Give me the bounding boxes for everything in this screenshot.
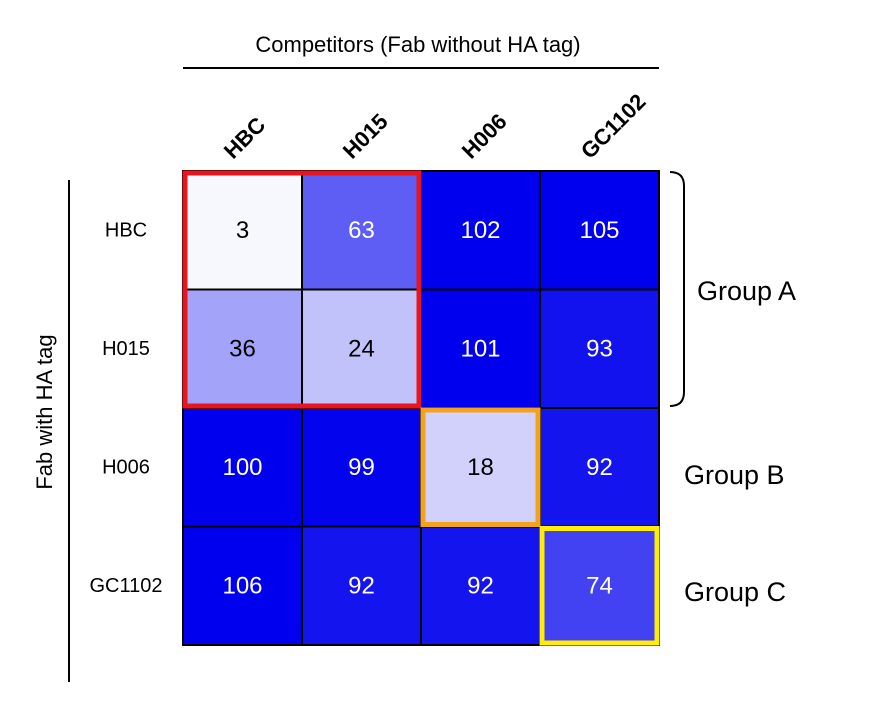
cell-value-label: 100 [222,454,262,481]
heatmap-cell [301,525,422,646]
column-label: GC1102 [576,89,651,164]
heatmap-cell [182,407,303,528]
cell-value-label: 92 [467,572,494,599]
heatmap-cell [420,407,541,528]
cell-value-label: 92 [586,454,613,481]
heatmap-cell [182,525,303,646]
group-box [420,407,541,527]
heatmap-cells: 3 63 102 105 36 24 101 93 100 99 18 92 106 92 92 74 [182,170,660,646]
chart-title: Competitors (Fab without HA tag) [255,32,580,57]
row-label: H015 [102,338,150,360]
group-box [539,526,660,646]
heatmap-cell [420,288,541,409]
group-a-label: Group A [697,276,796,306]
group-c-label: Group C [684,577,786,607]
column-label: HBC [219,112,270,163]
group-box [182,170,422,409]
cell-value-label: 3 [236,217,249,244]
cell-value-label: 102 [460,217,500,244]
heatmap-cell [539,170,660,291]
row-label: H006 [102,456,150,478]
cell-value-label: 101 [460,335,500,362]
heatmap-cell [301,170,422,291]
cell-value-label: 63 [348,217,375,244]
cell-value-label: 24 [348,335,375,362]
y-axis-title: Fab with HA tag [32,334,57,489]
cell-value-label: 93 [586,335,613,362]
heatmap-cell [420,170,541,291]
heatmap-cell [539,525,660,646]
cell-value-label: 18 [467,454,494,481]
row-label: GC1102 [89,575,162,597]
cell-value-label: 92 [348,572,375,599]
row-labels: HBC H015 H006 GC1102 [89,219,162,597]
cell-value-label: 106 [222,572,262,599]
heatmap-cell [420,525,541,646]
cell-value-label: 105 [579,217,619,244]
column-label: H015 [338,109,393,164]
cell-value-label: 36 [229,335,256,362]
group-a-bracket [669,171,685,407]
group-b-label: Group B [684,460,785,490]
heatmap-cell [539,407,660,528]
row-label: HBC [105,219,147,241]
column-label: H006 [457,109,512,164]
cell-value-label: 74 [586,572,613,599]
column-labels: HBC H015 H006 GC1102 [219,89,651,164]
cell-value-label: 99 [348,454,375,481]
group-boxes [182,170,660,646]
